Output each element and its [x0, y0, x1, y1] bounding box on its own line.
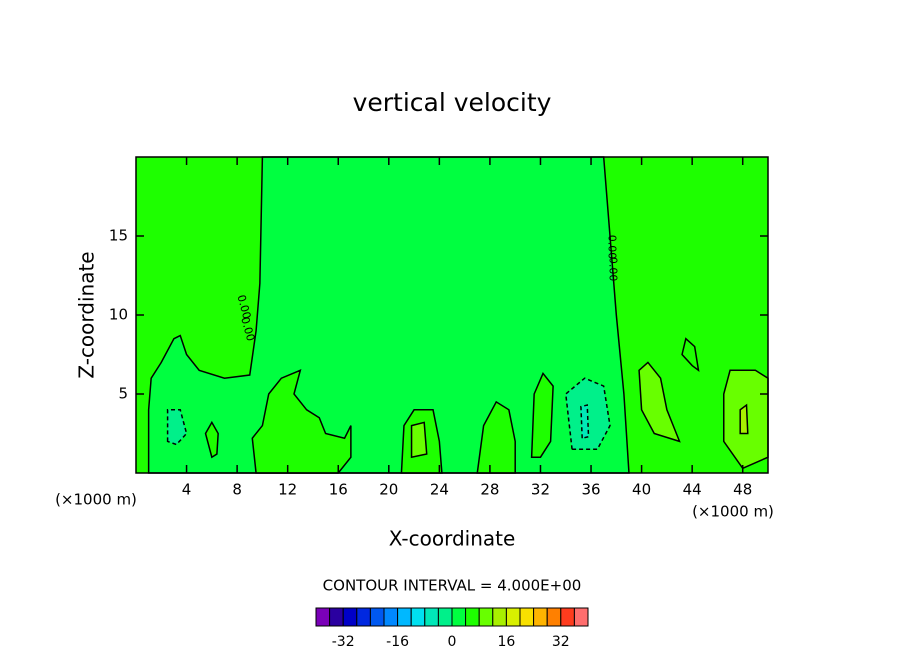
- colorbar-box: [573, 607, 589, 627]
- colorbar-box: [356, 607, 371, 627]
- x-unit-label: (×1000 m): [692, 503, 774, 521]
- colorbar-box: [383, 607, 399, 627]
- contour-region: [251, 369, 352, 474]
- x-tick-label: 16: [329, 481, 348, 499]
- colorbar-box: [519, 607, 535, 627]
- contour-interval: CONTOUR INTERVAL = 4.000E+00: [323, 577, 582, 595]
- colorbar-box: [560, 607, 575, 627]
- colorbar-box: [451, 607, 467, 627]
- colorbar-tick-label: 0: [448, 634, 457, 650]
- colorbar-box: [410, 607, 426, 627]
- x-tick-label: 20: [379, 481, 398, 499]
- contour-region: [410, 421, 428, 459]
- y-tick-label: 15: [109, 227, 128, 245]
- contour-region: [681, 337, 700, 373]
- x-tick-label: 4: [182, 481, 192, 499]
- colorbar-box: [342, 607, 358, 627]
- colorbar-tick-label: -16: [386, 634, 409, 650]
- x-axis-label: X-coordinate: [389, 527, 516, 551]
- x-unit-label: (×1000 m): [55, 491, 137, 509]
- y-axis-label: Z-coordinate: [75, 251, 99, 378]
- colorbar-box: [369, 607, 385, 627]
- colorbar-tick-label: -32: [332, 634, 355, 650]
- x-tick-label: 40: [632, 481, 651, 499]
- contour-label: 0.00: [234, 293, 253, 320]
- colorbar-box: [397, 607, 412, 627]
- colorbar-box: [465, 607, 480, 627]
- x-tick-label: 48: [733, 481, 752, 499]
- chart-title: vertical velocity: [353, 88, 552, 117]
- contour-region: [204, 420, 219, 459]
- x-tick-label: 28: [480, 481, 499, 499]
- x-tick-label: 12: [278, 481, 297, 499]
- colorbar-box: [478, 607, 494, 627]
- x-tick-label: 8: [232, 481, 242, 499]
- colorbar-box: [533, 607, 548, 627]
- contour-label: 0.00: [605, 235, 618, 260]
- y-tick-label: 5: [118, 385, 128, 403]
- contour-label: 0.00: [238, 316, 257, 343]
- contour-region: [638, 361, 681, 443]
- x-tick-label: 32: [531, 481, 550, 499]
- colorbar-box: [437, 607, 453, 627]
- contour-region: [580, 404, 590, 440]
- contour-region: [166, 409, 188, 446]
- colorbar-box: [505, 607, 521, 627]
- contour-region: [564, 377, 611, 451]
- colorbar-box: [424, 607, 439, 627]
- x-tick-label: 24: [430, 481, 449, 499]
- contour-region: [739, 403, 749, 435]
- colorbar-box: [492, 607, 507, 627]
- contour-region: [530, 372, 554, 458]
- colorbar-box: [329, 607, 344, 627]
- y-tick-label: 10: [109, 306, 128, 324]
- x-tick-label: 44: [683, 481, 702, 499]
- colorbar-box: [546, 607, 562, 627]
- x-tick-label: 36: [581, 481, 600, 499]
- colorbar-tick-label: 16: [497, 634, 515, 650]
- contour-label: 0.00: [607, 257, 620, 282]
- colorbar-tick-label: 32: [552, 634, 570, 650]
- colorbar-box: [315, 607, 331, 627]
